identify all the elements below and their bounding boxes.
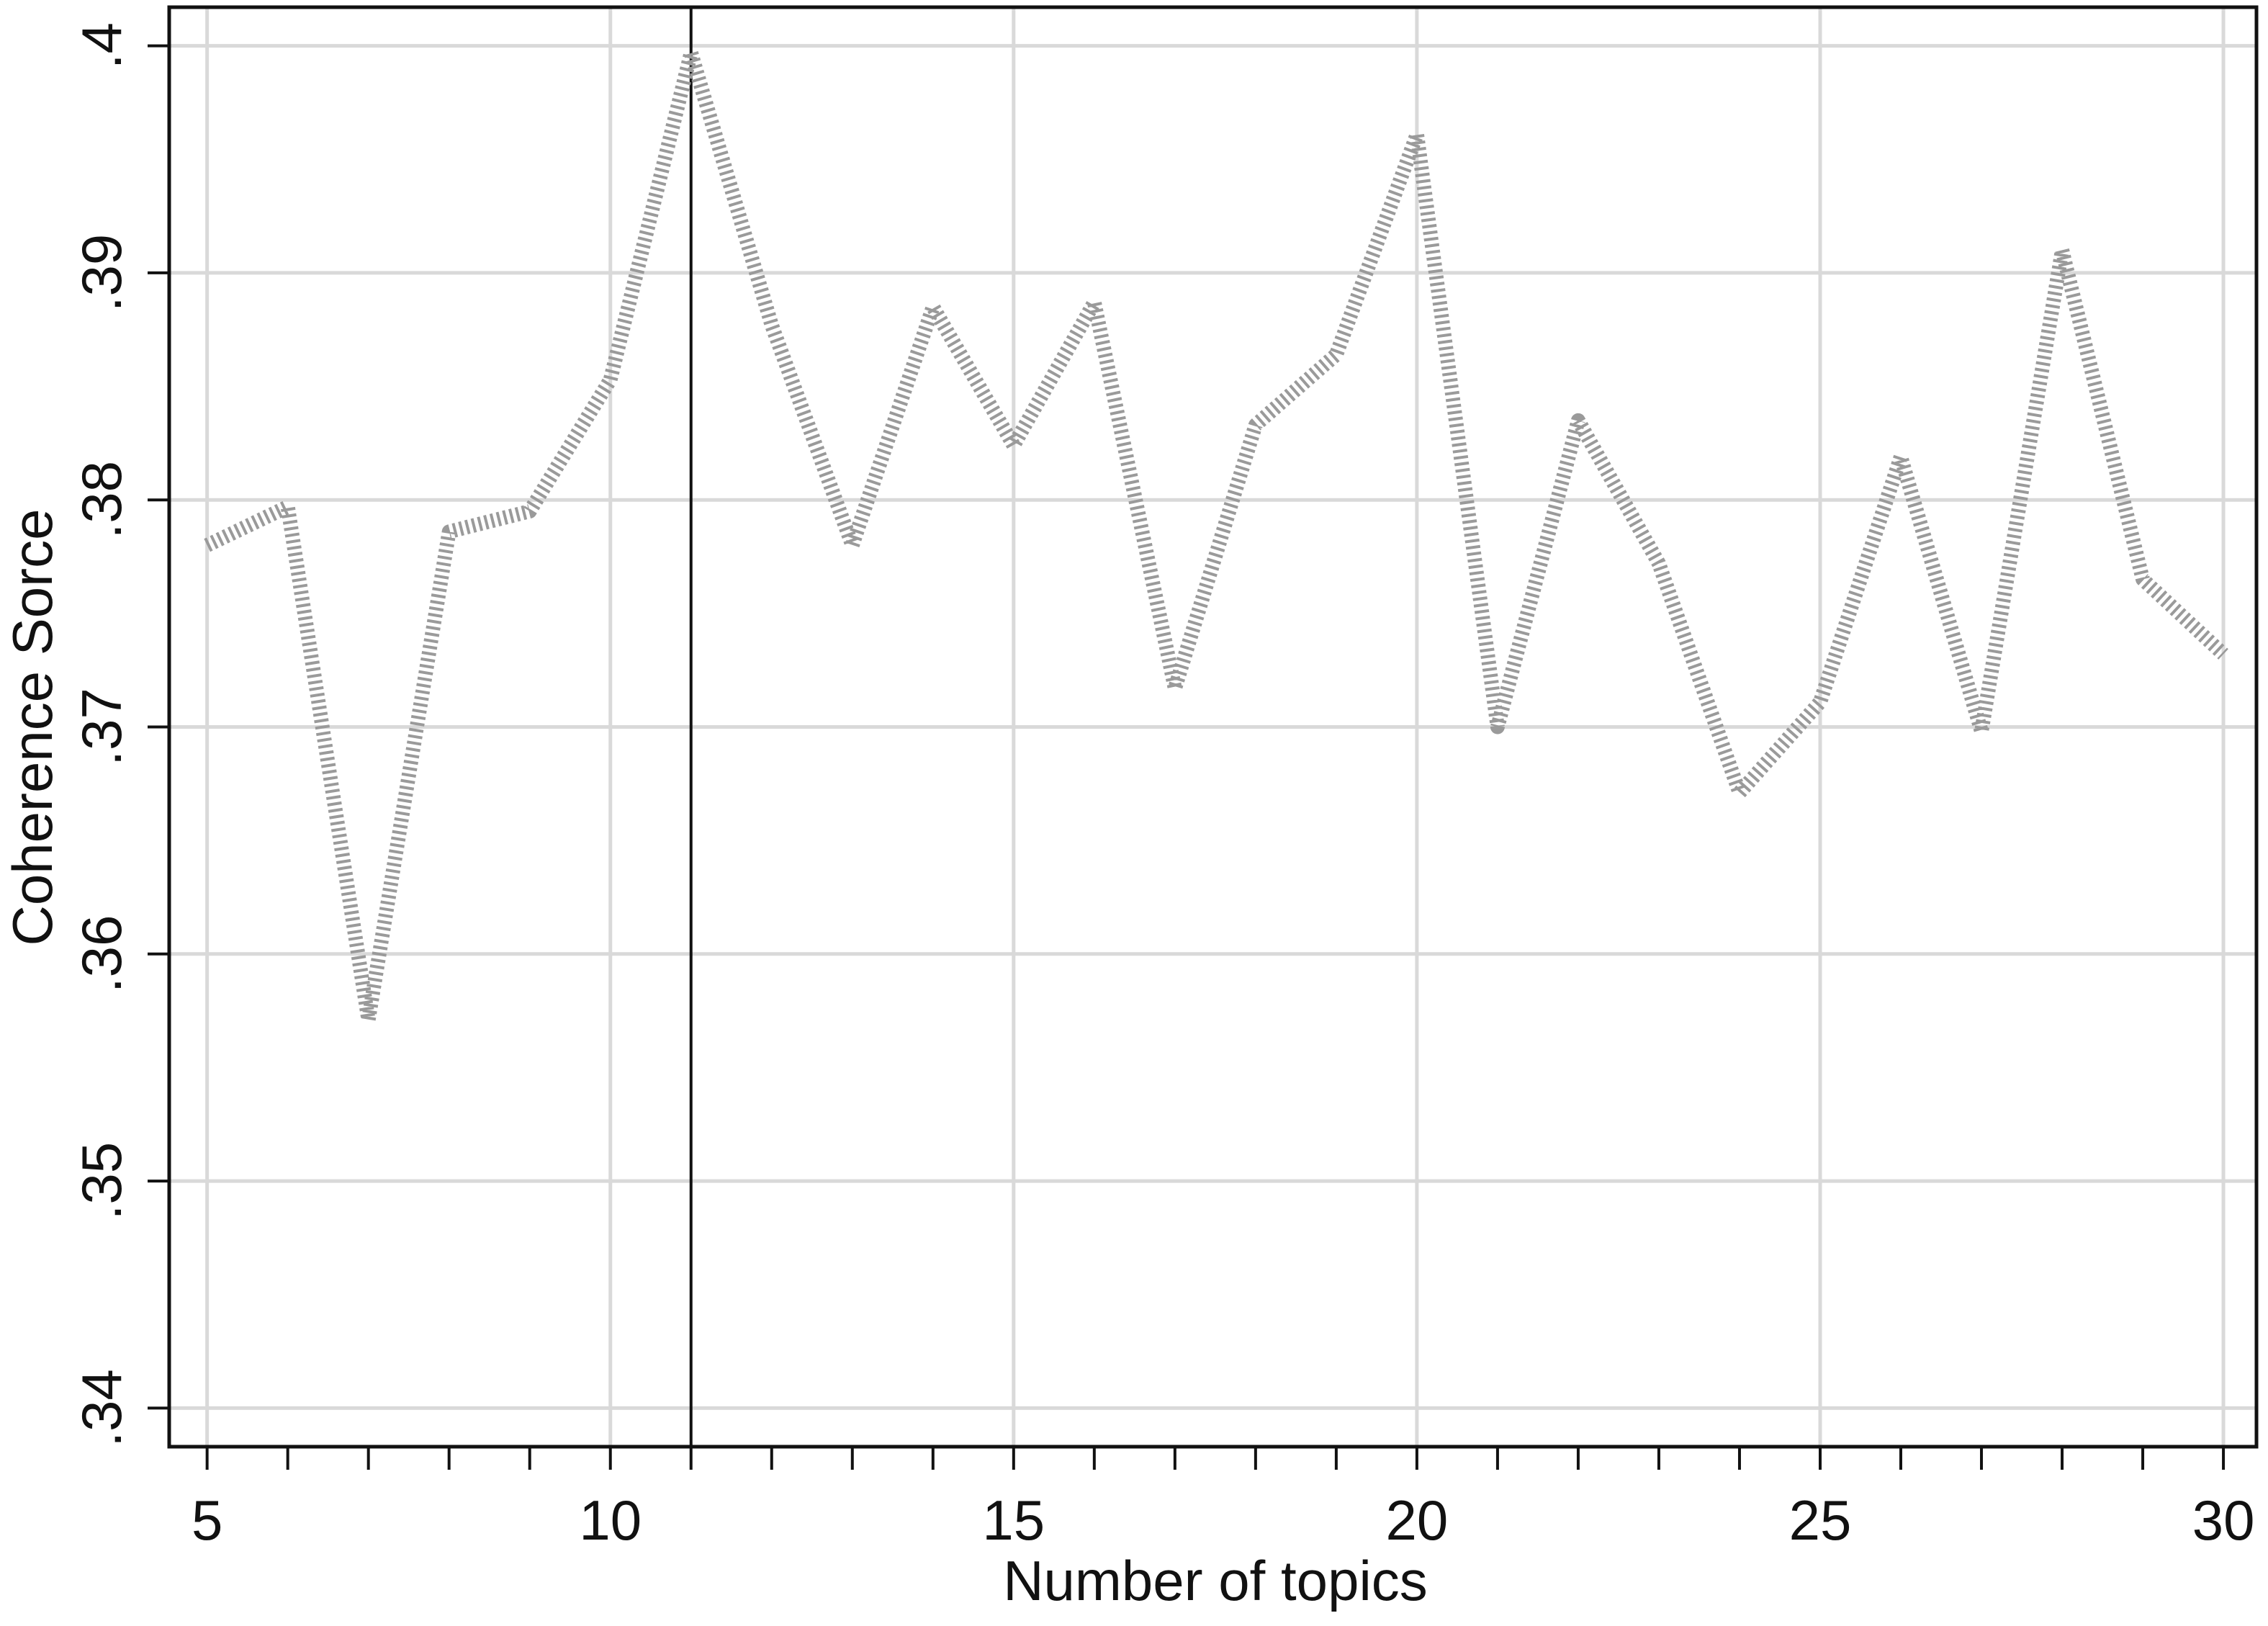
x-tick-label: 30	[2192, 1488, 2255, 1552]
x-tick-label: 5	[192, 1488, 222, 1552]
y-tick-label: .36	[70, 915, 133, 993]
y-tick-label: .39	[70, 234, 133, 312]
y-tick-label: .37	[70, 688, 133, 765]
y-axis-title: Coherence Sorce	[1, 508, 64, 945]
x-tick-label: 25	[1789, 1488, 1852, 1552]
y-tick-label: .4	[70, 22, 133, 69]
plot-frame	[167, 5, 2259, 1449]
y-tick-label: .38	[70, 461, 133, 539]
y-tick-label: .34	[70, 1369, 133, 1447]
data-line	[204, 45, 2228, 1028]
x-tick-label: 20	[1386, 1488, 1449, 1552]
x-axis-title: Number of topics	[1003, 1549, 1428, 1612]
x-tick-label: 15	[982, 1488, 1045, 1552]
x-tick-label: 10	[579, 1488, 642, 1552]
y-tick-label: .35	[70, 1142, 133, 1220]
